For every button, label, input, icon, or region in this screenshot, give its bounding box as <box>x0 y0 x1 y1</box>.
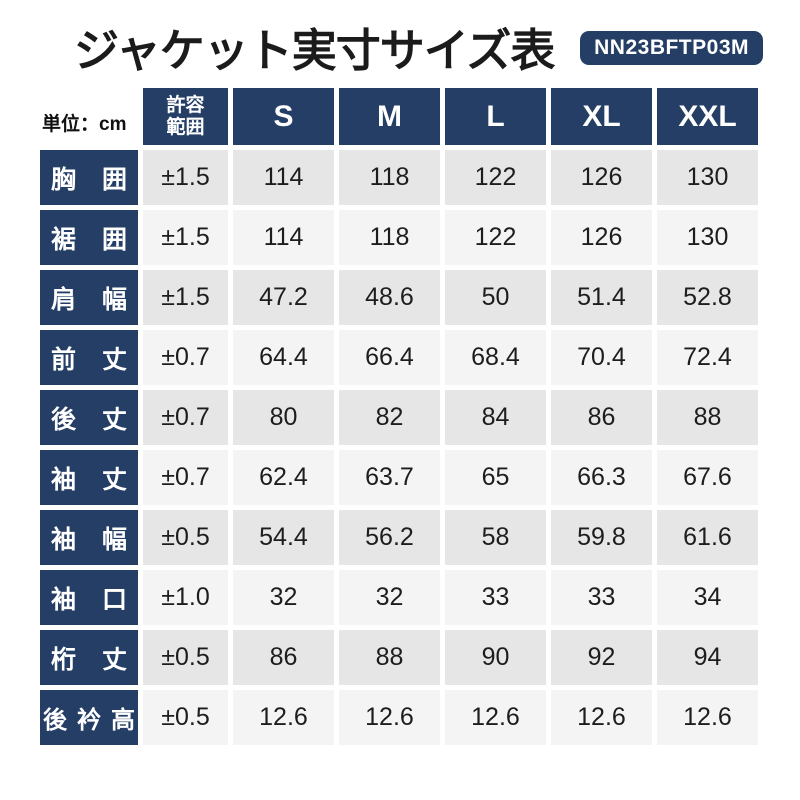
value-cell: 94 <box>657 630 758 685</box>
value-cell: 88 <box>657 390 758 445</box>
value-cell: 33 <box>551 570 652 625</box>
value-cell: 58 <box>445 510 546 565</box>
value-cell: 86 <box>551 390 652 445</box>
tolerance-cell: ±1.5 <box>143 270 228 325</box>
value-cell: 67.6 <box>657 450 758 505</box>
value-cell: 70.4 <box>551 330 652 385</box>
tolerance-cell: ±0.5 <box>143 690 228 745</box>
table-row: 後衿高 ±0.5 12.6 12.6 12.6 12.6 12.6 <box>40 690 758 745</box>
value-cell: 80 <box>233 390 334 445</box>
value-cell: 90 <box>445 630 546 685</box>
value-cell: 12.6 <box>445 690 546 745</box>
table-body: 胸囲 ±1.5 114 118 122 126 130 裾囲 ±1.5 114 118 122 126 1… <box>40 150 758 745</box>
value-cell: 130 <box>657 210 758 265</box>
tolerance-cell: ±1.5 <box>143 210 228 265</box>
value-cell: 66.4 <box>339 330 440 385</box>
value-cell: 12.6 <box>551 690 652 745</box>
value-cell: 126 <box>551 150 652 205</box>
row-label: 前丈 <box>40 330 138 385</box>
value-cell: 32 <box>233 570 334 625</box>
tolerance-cell: ±0.5 <box>143 510 228 565</box>
value-cell: 51.4 <box>551 270 652 325</box>
value-cell: 12.6 <box>657 690 758 745</box>
value-cell: 12.6 <box>339 690 440 745</box>
col-header-size: S <box>233 88 334 145</box>
value-cell: 114 <box>233 150 334 205</box>
value-cell: 48.6 <box>339 270 440 325</box>
value-cell: 130 <box>657 150 758 205</box>
table-row: 裾囲 ±1.5 114 118 122 126 130 <box>40 210 758 265</box>
value-cell: 86 <box>233 630 334 685</box>
value-cell: 82 <box>339 390 440 445</box>
value-cell: 34 <box>657 570 758 625</box>
tolerance-cell: ±0.7 <box>143 330 228 385</box>
value-cell: 54.4 <box>233 510 334 565</box>
col-header-size: M <box>339 88 440 145</box>
table-row: 袖幅 ±0.5 54.4 56.2 58 59.8 61.6 <box>40 510 758 565</box>
row-label: 裾囲 <box>40 210 138 265</box>
col-header-tolerance: 許容 範囲 <box>143 88 228 145</box>
row-label: 袖幅 <box>40 510 138 565</box>
product-code-badge: NN23BFTP03M <box>580 31 763 65</box>
value-cell: 33 <box>445 570 546 625</box>
table-row: 後丈 ±0.7 80 82 84 86 88 <box>40 390 758 445</box>
col-header-size: L <box>445 88 546 145</box>
value-cell: 52.8 <box>657 270 758 325</box>
value-cell: 59.8 <box>551 510 652 565</box>
value-cell: 118 <box>339 210 440 265</box>
value-cell: 126 <box>551 210 652 265</box>
value-cell: 50 <box>445 270 546 325</box>
value-cell: 68.4 <box>445 330 546 385</box>
row-label: 桁丈 <box>40 630 138 685</box>
tolerance-cell: ±1.5 <box>143 150 228 205</box>
table-row: 胸囲 ±1.5 114 118 122 126 130 <box>40 150 758 205</box>
header-row: 単位：cm 許容 範囲 S M L XL XXL <box>40 88 758 145</box>
unit-label: 単位：cm <box>42 114 127 135</box>
value-cell: 62.4 <box>233 450 334 505</box>
value-cell: 61.6 <box>657 510 758 565</box>
tolerance-cell: ±0.7 <box>143 390 228 445</box>
value-cell: 66.3 <box>551 450 652 505</box>
value-cell: 88 <box>339 630 440 685</box>
value-cell: 32 <box>339 570 440 625</box>
table-row: 桁丈 ±0.5 86 88 90 92 94 <box>40 630 758 685</box>
value-cell: 47.2 <box>233 270 334 325</box>
value-cell: 63.7 <box>339 450 440 505</box>
col-header-size: XL <box>551 88 652 145</box>
value-cell: 122 <box>445 210 546 265</box>
value-cell: 12.6 <box>233 690 334 745</box>
size-table: 単位：cm 許容 範囲 S M L XL XXL 胸囲 ±1.5 114 118 122 126 130… <box>35 83 763 750</box>
value-cell: 72.4 <box>657 330 758 385</box>
row-label: 袖丈 <box>40 450 138 505</box>
value-cell: 114 <box>233 210 334 265</box>
table-row: 肩幅 ±1.5 47.2 48.6 50 51.4 52.8 <box>40 270 758 325</box>
table-row: 前丈 ±0.7 64.4 66.4 68.4 70.4 72.4 <box>40 330 758 385</box>
table-row: 袖口 ±1.0 32 32 33 33 34 <box>40 570 758 625</box>
row-label: 袖口 <box>40 570 138 625</box>
tolerance-cell: ±0.7 <box>143 450 228 505</box>
value-cell: 118 <box>339 150 440 205</box>
value-cell: 64.4 <box>233 330 334 385</box>
value-cell: 84 <box>445 390 546 445</box>
table-row: 袖丈 ±0.7 62.4 63.7 65 66.3 67.6 <box>40 450 758 505</box>
tolerance-cell: ±0.5 <box>143 630 228 685</box>
value-cell: 65 <box>445 450 546 505</box>
row-label: 後衿高 <box>40 690 138 745</box>
value-cell: 122 <box>445 150 546 205</box>
col-header-size: XXL <box>657 88 758 145</box>
value-cell: 56.2 <box>339 510 440 565</box>
tolerance-cell: ±1.0 <box>143 570 228 625</box>
row-label: 胸囲 <box>40 150 138 205</box>
row-label: 肩幅 <box>40 270 138 325</box>
page-title: ジャケット実寸サイズ表 <box>74 25 555 76</box>
row-label: 後丈 <box>40 390 138 445</box>
value-cell: 92 <box>551 630 652 685</box>
